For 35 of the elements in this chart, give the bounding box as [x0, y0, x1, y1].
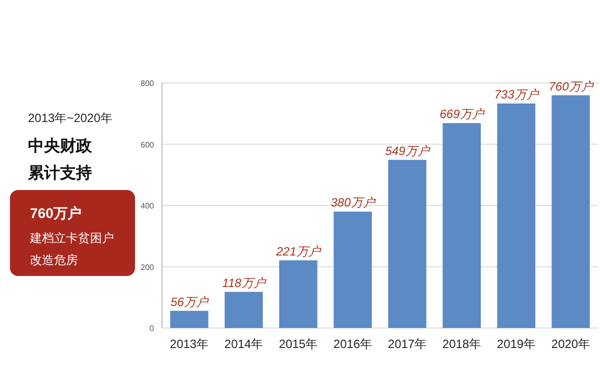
bar: [170, 310, 208, 328]
bar: [388, 160, 426, 328]
data-label: 56万户: [170, 294, 209, 309]
bar: [224, 292, 263, 328]
data-label: 221万户: [275, 244, 322, 258]
text: 2013年~2020年: [28, 111, 112, 125]
x-tick-label: 2019年: [496, 337, 536, 351]
y-tick-label: 600: [140, 140, 155, 150]
y-tick-label: 200: [140, 262, 155, 272]
y-tick-label: 0: [150, 324, 155, 333]
y-tick-label: 800: [140, 79, 155, 88]
data-label: 549万户: [385, 144, 430, 158]
x-tick-label: 2017年: [388, 337, 427, 351]
x-tick-label: 2020年: [551, 337, 590, 351]
bar: [334, 212, 372, 328]
text: 760万户: [30, 205, 82, 221]
x-tick-label: 2018年: [442, 337, 482, 351]
text: 建档立卡贫困户: [29, 231, 114, 245]
x-tick-label: 2014年: [224, 337, 264, 351]
data-label: 380万户: [330, 196, 376, 210]
data-label: 118万户: [222, 276, 266, 290]
bar: [497, 104, 536, 328]
bar: [442, 123, 481, 328]
bar: [279, 260, 318, 328]
text: 中央财政: [28, 137, 93, 155]
y-tick-label: 400: [140, 202, 155, 210]
x-tick-label: 2016年: [333, 337, 372, 351]
bar: [552, 95, 590, 328]
x-tick-label: 2015年: [278, 337, 318, 351]
data-label: 733万户: [494, 88, 540, 102]
text: 改造危房: [30, 253, 78, 267]
text: 累计支持: [27, 164, 92, 182]
x-tick-label: 2013年: [170, 337, 209, 351]
data-label: 669万户: [440, 107, 485, 122]
data-label: 760万户: [548, 79, 594, 94]
